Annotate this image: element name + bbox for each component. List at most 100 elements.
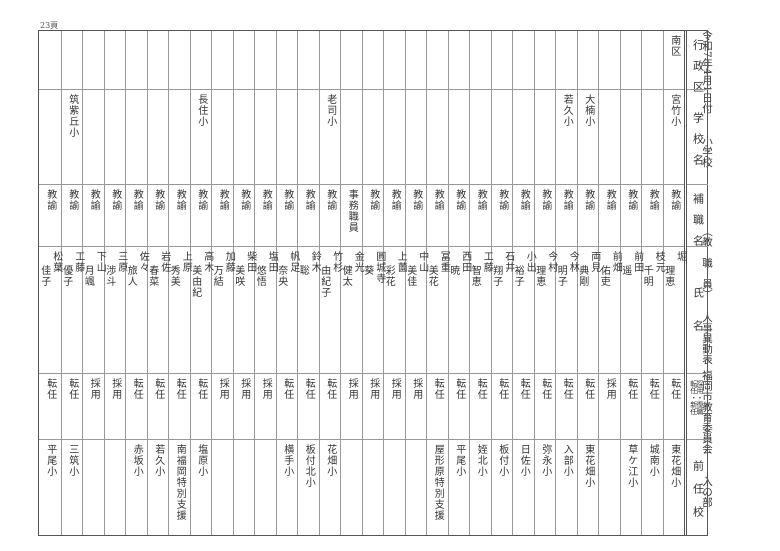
header-previous: 前任校 <box>687 439 708 537</box>
type-text: 採用 <box>88 378 100 400</box>
name-cell: 今林 明子 <box>555 246 578 373</box>
position-text: 教諭 <box>152 189 164 211</box>
given-name: 美由紀 <box>189 265 201 298</box>
school-cell <box>104 89 125 184</box>
position-text: 教諭 <box>561 189 573 211</box>
given-name: 旅人 <box>125 265 137 287</box>
type-text: 転任 <box>475 378 487 400</box>
position-text: 教諭 <box>217 189 229 211</box>
school-cell: 筑紫丘小 <box>61 89 82 184</box>
name-text: 金光 健太 <box>339 251 363 287</box>
type-cell: 転任 <box>620 373 641 439</box>
header-district: 行政区 <box>687 31 708 102</box>
name-text: 鈴木聡 <box>296 251 320 276</box>
school-cell <box>534 89 555 184</box>
type-text: 転任 <box>131 378 143 400</box>
type-text: 転任 <box>66 378 78 400</box>
school-cell <box>642 89 663 184</box>
previous-text: 赤坂小 <box>131 444 143 477</box>
position-cell: 教諭 <box>319 184 340 246</box>
school-text: 大楠小 <box>582 94 594 127</box>
previous-cell: 南福岡特別支援 <box>169 439 190 537</box>
header-school: 学校名 <box>687 89 708 184</box>
district-cell <box>169 31 190 89</box>
type-cell: 転任 <box>470 373 491 439</box>
name-text: 小出 裕子 <box>511 251 535 287</box>
name-text: 工藤 智恵 <box>468 251 492 287</box>
previous-cell <box>212 439 233 537</box>
name-cell: 上原 秀美 <box>168 246 192 373</box>
name-text: 竹杉 由紀子 <box>318 251 342 298</box>
header-previous-label: 前任校 <box>691 460 705 529</box>
given-name: 佑吏 <box>598 265 610 287</box>
name-cell: 工藤 智恵 <box>468 246 492 373</box>
given-name: 理恵 <box>533 265 545 287</box>
previous-text: 板付北小 <box>303 444 315 488</box>
surname: 中山 <box>416 251 428 273</box>
school-cell <box>491 89 512 184</box>
table-row: 教諭 三原 渉斗 採用 <box>103 31 127 535</box>
name-cell: 帆足 奈央 <box>275 246 299 373</box>
header-name-label: 氏名 <box>691 287 705 353</box>
position-cell: 教諭 <box>534 184 555 246</box>
surname: 下山 <box>94 251 106 273</box>
given-name: 裕子 <box>512 265 524 287</box>
type-text: 採用 <box>346 378 358 400</box>
position-text: 教諭 <box>88 189 100 211</box>
school-cell <box>83 89 104 184</box>
name-cell: 松葉 佳子 <box>38 246 62 373</box>
position-cell: 教諭 <box>491 184 512 246</box>
given-name: 佳子 <box>38 265 50 287</box>
type-cell: 転任 <box>577 373 598 439</box>
position-cell: 教諭 <box>233 184 254 246</box>
table-row: 教諭 帆足 奈央 転任 横手小 <box>275 31 299 535</box>
table-row: 教諭 西田暁転任 平尾小 <box>447 31 471 535</box>
school-cell <box>513 89 534 184</box>
surname: 圓城寺 <box>373 251 385 284</box>
given-name: 聡 <box>297 265 309 276</box>
previous-text: 花畑小 <box>324 444 336 477</box>
previous-text: 平尾小 <box>44 444 56 477</box>
type-text: 採用 <box>238 378 250 400</box>
given-name: 優子 <box>60 265 72 287</box>
school-text: 老司小 <box>324 94 336 127</box>
position-cell: 教諭 <box>577 184 598 246</box>
previous-cell: 赤坂小 <box>126 439 147 537</box>
previous-cell: 板付小 <box>491 439 512 537</box>
previous-text: 弥永小 <box>539 444 551 477</box>
type-text: 転任 <box>281 378 293 400</box>
name-text: 今村 理恵 <box>533 251 557 287</box>
previous-text: 塩原小 <box>195 444 207 477</box>
position-cell: 教諭 <box>212 184 233 246</box>
previous-cell <box>384 439 405 537</box>
given-name: 由紀子 <box>318 265 330 298</box>
type-text: 転任 <box>453 378 465 400</box>
position-cell: 教諭 <box>427 184 448 246</box>
name-cell: 鈴木聡 <box>296 246 320 373</box>
name-cell: 前田遥 <box>620 246 643 373</box>
district-cell <box>126 31 147 89</box>
surname: 枝元 <box>653 251 665 273</box>
previous-text: 入部小 <box>561 444 573 477</box>
name-text: 高木 美由紀 <box>189 251 213 298</box>
previous-text: 南福岡特別支援 <box>174 444 186 521</box>
name-cell: 枝元 千明 <box>641 246 665 373</box>
position-text: 教諭 <box>539 189 551 211</box>
table-row: 教諭 中山 美佳 採用 <box>404 31 428 535</box>
given-name: 美咲 <box>232 265 244 287</box>
type-cell: 採用 <box>405 373 426 439</box>
position-cell: 教諭 <box>513 184 534 246</box>
surname: 上原 <box>180 251 192 273</box>
given-name: 春菜 <box>146 265 158 287</box>
given-name: 奈央 <box>275 265 287 287</box>
school-cell <box>169 89 190 184</box>
table-row: 教諭 小出 裕子 転任 日佐小 <box>511 31 535 535</box>
header-type: 採用・復職 転任・新任 <box>687 373 708 439</box>
previous-cell: 東花畑小 <box>577 439 598 537</box>
position-cell: 教諭 <box>104 184 125 246</box>
name-cell: 金光 健太 <box>339 246 363 373</box>
school-text: 若久小 <box>561 94 573 127</box>
table-row: 教諭 佐々 旅人 転任 赤坂小 <box>125 31 148 537</box>
surname: 工藤 <box>72 251 84 273</box>
district-cell <box>535 31 556 89</box>
